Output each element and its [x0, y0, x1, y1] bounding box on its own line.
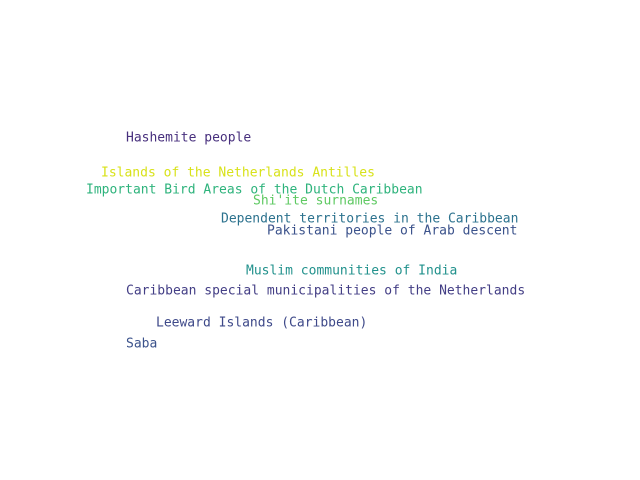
word-dependent-territories: Dependent territories in the Caribbean: [221, 211, 519, 227]
word-islands-netherlands-antilles: Islands of the Netherlands Antilles: [101, 165, 375, 181]
word-hashemite-people: Hashemite people: [126, 130, 252, 146]
word-saba: Saba: [126, 336, 158, 352]
word-caribbean-special-municipalities: Caribbean special municipalities of the …: [126, 283, 526, 299]
word-shiite-surnames: Shi'ite surnames: [253, 193, 379, 209]
word-important-bird-areas: Important Bird Areas of the Dutch Caribb…: [86, 182, 423, 198]
word-muslim-communities: Muslim communities of India: [246, 263, 458, 279]
word-pakistani-people: Pakistani people of Arab descent: [267, 223, 518, 239]
word-leeward-islands: Leeward Islands (Caribbean): [156, 315, 368, 331]
